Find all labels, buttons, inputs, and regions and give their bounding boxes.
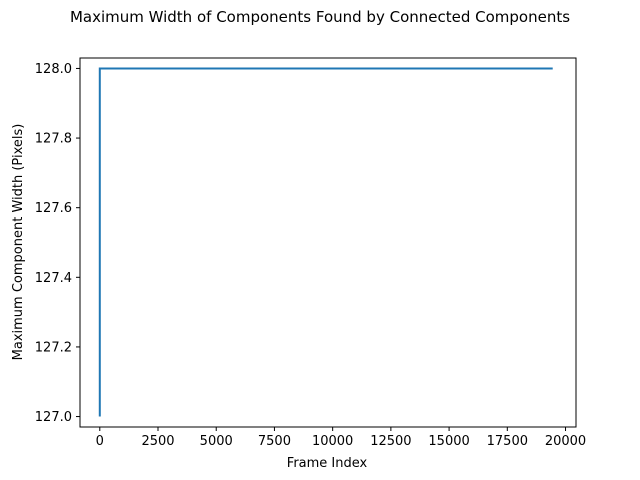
- plot-area: [79, 57, 577, 428]
- chart-title: Maximum Width of Components Found by Con…: [70, 8, 570, 26]
- y-tick-label: 127.6: [35, 201, 72, 216]
- x-tick-label: 20000: [545, 434, 586, 449]
- y-tick-label: 128.0: [35, 62, 72, 77]
- x-axis-label: Frame Index: [287, 456, 368, 471]
- y-tick-label: 127.8: [35, 132, 72, 147]
- x-tick-label: 15000: [428, 434, 469, 449]
- y-tick-label: 127.4: [35, 271, 72, 286]
- x-tick-label: 5000: [200, 434, 233, 449]
- ticks-layer: 0 2500 5000 7500 10000 12500 15000 17500 20000 12…: [35, 62, 586, 449]
- x-tick-label: 0: [96, 434, 104, 449]
- x-tick-label: 7500: [258, 434, 291, 449]
- plot-frame: [79, 57, 577, 428]
- y-tick-label: 127.2: [35, 340, 72, 355]
- x-tick-label: 17500: [487, 434, 528, 449]
- y-tick-label: 127.0: [35, 410, 72, 425]
- x-tick-label: 2500: [141, 434, 174, 449]
- y-axis-label: Maximum Component Width (Pixels): [11, 124, 26, 361]
- x-tick-label: 12500: [370, 434, 411, 449]
- x-tick-label: 10000: [312, 434, 353, 449]
- series-layer: [98, 67, 553, 417]
- series-line-0: [98, 67, 553, 417]
